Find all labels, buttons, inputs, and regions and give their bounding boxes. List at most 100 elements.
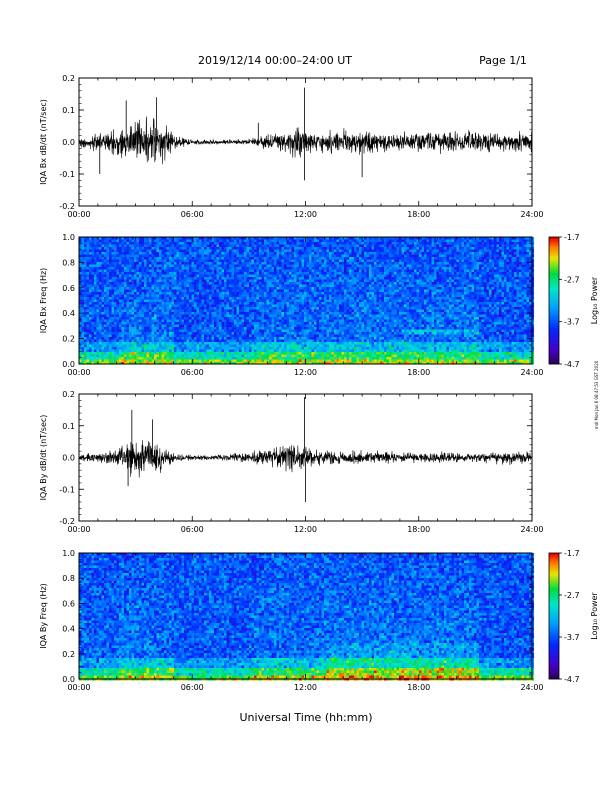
x-tick-label: 18:00 [407,683,430,692]
colorbar-swatch [549,284,559,286]
colorbar-tick-label: -3.7 [564,318,580,327]
colorbar-swatch [549,576,559,578]
colorbar-swatch [549,298,559,300]
y-tick-label: 0.0 [62,675,75,684]
colorbar-swatch [549,252,559,254]
by-dbdt-panel: 00:00 06:00 12:00 18:00 24:000.20.10.0-0.1-0… [39,390,544,534]
x-tick-label: 12:00 [294,683,317,692]
colorbar-swatch [549,669,559,671]
colorbar-swatch [549,652,559,654]
colorbar-swatch [549,637,559,639]
colorbar-swatch [549,336,559,338]
colorbar-swatch [549,658,559,660]
colorbar-swatch [549,610,559,612]
y-tick-label: 0.4 [62,625,75,634]
colorbar-swatch [549,650,559,652]
colorbar-tick-label: -3.7 [564,633,580,642]
colorbar-swatch [549,566,559,568]
colorbar-swatch [549,248,559,250]
colorbar-swatch [549,290,559,292]
colorbar-swatch [549,597,559,599]
colorbar-swatch [549,561,559,563]
x-tick-label: 12:00 [294,525,317,534]
y-tick-label: 0.6 [62,599,75,608]
y-tick-label: -0.1 [59,485,75,494]
colorbar-tick-label: -4.7 [564,675,580,684]
x-tick-label: 24:00 [520,525,543,534]
x-tick-label: 24:00 [520,683,543,692]
colorbar-swatch [549,275,559,277]
colorbar-swatch [549,578,559,580]
colorbar-swatch [549,273,559,275]
y-tick-label: 0.0 [62,454,75,463]
x-tick-label: 06:00 [181,368,204,377]
colorbar-swatch [549,351,559,353]
y-tick-label: 0.0 [62,138,75,147]
colorbar-swatch [549,250,559,252]
colorbar-swatch [549,328,559,330]
colorbar-swatch [549,360,559,362]
colorbar-swatch [549,618,559,620]
y-tick-label: -0.2 [59,517,75,526]
spectrogram-cells [79,553,534,681]
x-tick-label: 12:00 [294,368,317,377]
x-tick-label: 24:00 [520,210,543,219]
colorbar-swatch [549,330,559,332]
colorbar-swatch [549,307,559,309]
y-tick-label: 0.8 [62,258,75,267]
colorbar-swatch [549,660,559,662]
y-tick-label: 0.2 [62,335,75,344]
colorbar-swatch [549,334,559,336]
bx-dbdt-panel: 00:00 06:00 12:00 18:00 24:000.20.10.0-0.1-0… [39,74,544,219]
colorbar-swatch [549,620,559,622]
colorbar-swatch [549,281,559,283]
y-axis-label: IQA Bx dB/dt (nT/sec) [39,99,48,185]
colorbar-swatch [549,326,559,328]
colorbar-swatch [549,555,559,557]
colorbar-swatch [549,580,559,582]
colorbar-swatch [549,622,559,624]
colorbar-swatch [549,245,559,247]
colorbar-swatch [549,320,559,322]
colorbar-swatch [549,349,559,351]
colorbar-swatch [549,311,559,313]
colorbar-swatch [549,635,559,637]
x-tick-label: 00:00 [67,368,90,377]
colorbar-swatch [549,358,559,360]
colorbar-swatch [549,673,559,675]
y-tick-label: 0.4 [62,309,75,318]
x-tick-label: 18:00 [407,525,430,534]
x-tick-label: 24:00 [520,368,543,377]
colorbar-swatch [549,559,559,561]
colorbar-swatch [549,582,559,584]
colorbar-swatch [549,243,559,245]
y-tick-label: 0.1 [62,106,75,115]
colorbar-swatch [549,345,559,347]
colorbar-swatch [549,256,559,258]
colorbar-swatch [549,666,559,668]
x-tick-label: 06:00 [181,683,204,692]
colorbar-swatch [549,574,559,576]
colorbar-swatch [549,557,559,559]
figure-title: 2019/12/14 00:00–24:00 UT [198,54,352,67]
y-tick-label: 1.0 [62,233,75,242]
x-tick-label: 18:00 [407,210,430,219]
x-tick-label: 00:00 [67,683,90,692]
colorbar-swatch [549,662,559,664]
colorbar-swatch [549,643,559,645]
colorbar-swatch [549,631,559,633]
colorbar-swatch [549,343,559,345]
colorbar-swatch [549,267,559,269]
y-tick-label: 0.2 [62,390,75,399]
colorbar-swatch [549,585,559,587]
colorbar-swatch [549,241,559,243]
colorbar-tick-label: -1.7 [564,233,580,242]
colorbar-swatch [549,645,559,647]
colorbar-swatch [549,313,559,315]
colorbar-swatch [549,612,559,614]
colorbar-swatch [549,614,559,616]
x-tick-label: 00:00 [67,525,90,534]
